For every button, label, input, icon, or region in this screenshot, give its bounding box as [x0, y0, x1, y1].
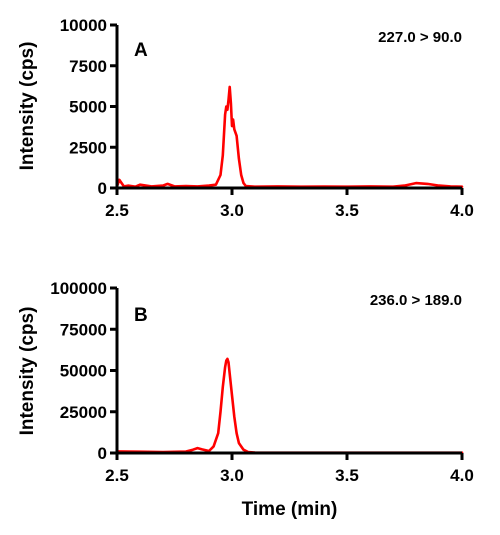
- y-tick-label: 25000: [60, 403, 107, 422]
- mrm-transition-label: 236.0 > 189.0: [370, 292, 462, 309]
- y-tick-label: 10000: [60, 16, 107, 35]
- y-axis-title: Intensity (cps): [17, 42, 38, 171]
- mrm-transition-label: 227.0 > 90.0: [378, 29, 462, 46]
- y-tick-label: 0: [98, 444, 107, 463]
- x-tick-label: 4.0: [450, 201, 474, 220]
- y-tick-label: 0: [98, 179, 107, 198]
- x-axis-title: Time (min): [242, 499, 338, 520]
- panel-letter: A: [134, 40, 148, 61]
- x-tick-label: 2.5: [105, 201, 129, 220]
- panel-letter: B: [134, 305, 148, 326]
- x-tick-label: 3.5: [335, 466, 359, 485]
- y-tick-label: 2500: [69, 138, 107, 157]
- y-axis-title: Intensity (cps): [17, 307, 38, 436]
- x-tick-label: 2.5: [105, 466, 129, 485]
- y-tick-label: 75000: [60, 320, 107, 339]
- x-tick-label: 4.0: [450, 466, 474, 485]
- panel-a: 0 2500 5000 7500 10000 2.5 3.0 3.5 4.0 Intensity …: [17, 16, 474, 220]
- chromatogram-trace: [115, 357, 464, 454]
- x-tick-label: 3.5: [335, 201, 359, 220]
- x-tick-label: 3.0: [220, 466, 244, 485]
- chromatogram-trace: [115, 85, 464, 188]
- y-tick-label: 100000: [50, 279, 107, 298]
- y-tick-label: 50000: [60, 362, 107, 381]
- panel-b: 0 25000 50000 75000 100000 2.5 3.0 3.5 4.0 Intens…: [17, 279, 474, 520]
- y-tick-label: 7500: [69, 57, 107, 76]
- y-tick-label: 5000: [69, 98, 107, 117]
- x-tick-label: 3.0: [220, 201, 244, 220]
